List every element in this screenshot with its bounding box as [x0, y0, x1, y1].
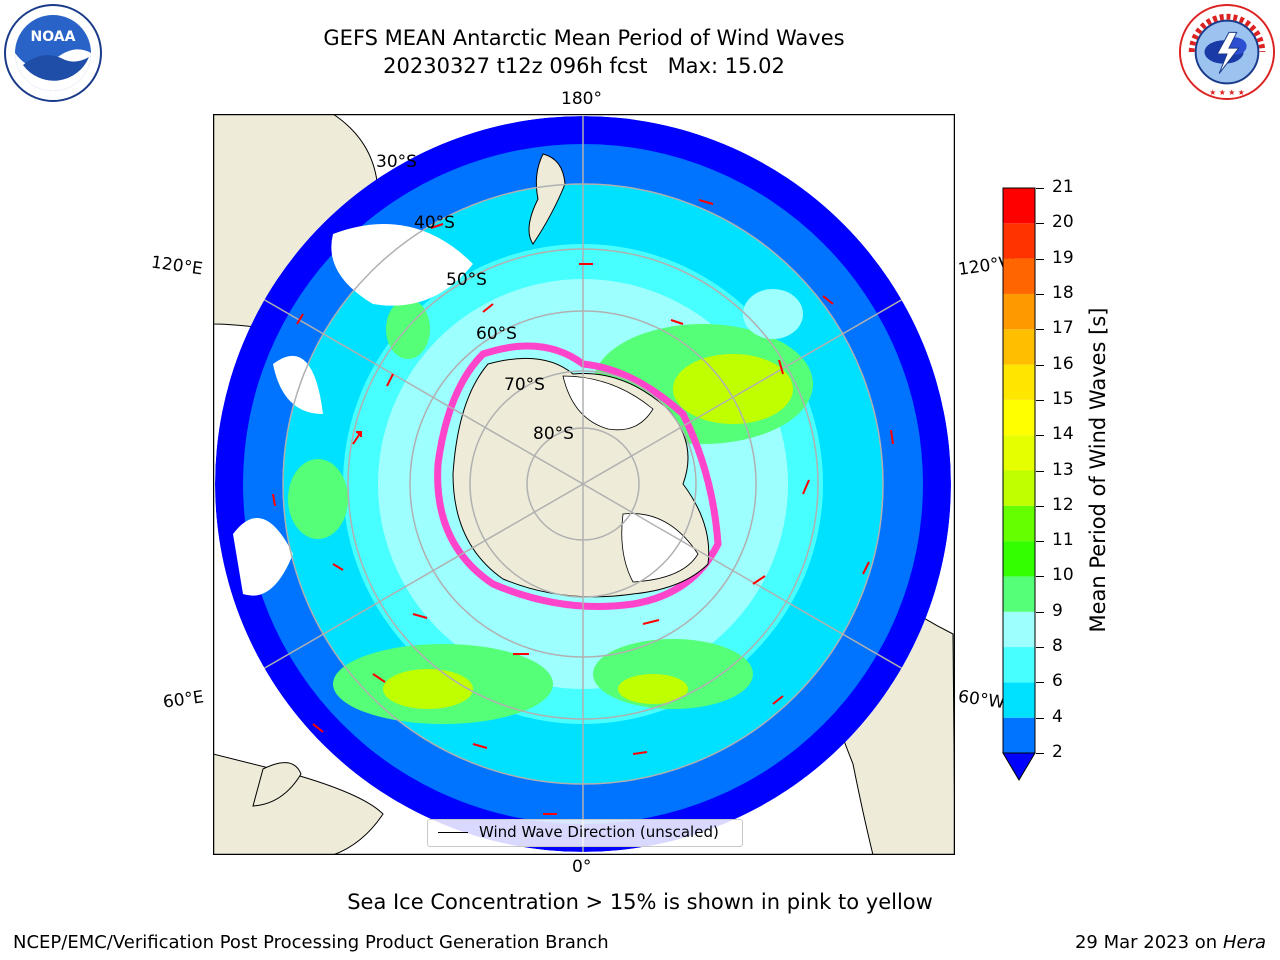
graticule [215, 116, 951, 852]
lat-label-40s: 40°S [414, 213, 455, 233]
plot-subtitle: 20230327 t12z 096h fcst Max: 15.02 [383, 54, 785, 78]
colorbar-tick-mark [1036, 611, 1044, 613]
colorbar-tick-label: 6 [1052, 671, 1063, 692]
wind-arrows [272, 199, 894, 815]
lon-label-0: 0° [572, 857, 592, 877]
lon-label-120e: 120°E [149, 252, 204, 280]
colorbar-title: Mean Period of Wind Waves [s] [1086, 307, 1110, 633]
colorbar-tick-mark [1036, 364, 1044, 366]
lat-label-50s: 50°S [446, 270, 487, 290]
lat-label-60s: 60°S [476, 324, 517, 344]
colorbar-tick-label: 9 [1052, 600, 1063, 621]
noaa-logo: NOAA [4, 4, 102, 102]
lon-label-60e: 60°E [161, 687, 206, 713]
polar-map [213, 114, 955, 855]
colorbar-tick-mark [1036, 682, 1044, 684]
colorbar-tick-mark [1036, 258, 1044, 260]
colorbar-under-triangle [1002, 752, 1036, 781]
colorbar-tick-mark [1036, 576, 1044, 578]
colorbar-segment [1003, 223, 1035, 259]
colorbar [1002, 187, 1036, 781]
colorbar-segment [1003, 399, 1035, 436]
svg-text:★ ★ ★ ★: ★ ★ ★ ★ [1209, 88, 1245, 97]
colorbar-tick-label: 14 [1052, 424, 1074, 445]
colorbar-segment [1003, 505, 1035, 542]
colorbar-segment [1003, 576, 1035, 612]
colorbar-tick-label: 2 [1052, 742, 1063, 762]
colorbar-tick-label: 4 [1052, 706, 1063, 727]
plot-title: GEFS MEAN Antarctic Mean Period of Wind … [323, 26, 845, 50]
colorbar-tick-mark [1036, 647, 1044, 649]
colorbar-tick-label: 16 [1052, 353, 1074, 374]
colorbar-segment [1003, 470, 1035, 506]
colorbar-tick-label: 10 [1052, 565, 1074, 586]
colorbar-tick-mark [1036, 753, 1044, 754]
ice-shelf-weddell [621, 513, 699, 583]
colorbar-segment [1003, 293, 1035, 330]
lat-label-70s: 70°S [504, 375, 545, 395]
ice-shelf-ross [562, 375, 654, 431]
lat-label-30s: 30°S [376, 152, 417, 172]
colorbar-segment [1003, 329, 1035, 365]
land-africa [213, 753, 384, 855]
colorbar-tick-label: 18 [1052, 282, 1074, 303]
credit-date: 29 Mar 2023 on Hera [1075, 932, 1266, 953]
colorbar-tick-label: 15 [1052, 388, 1074, 409]
colorbar-tick-mark [1036, 223, 1044, 225]
colorbar-tick-mark [1036, 329, 1044, 331]
legend-label: Wind Wave Direction (unscaled) [479, 823, 719, 841]
credit-date-text: 29 Mar 2023 on [1074, 932, 1218, 953]
lon-label-180: 180° [561, 89, 602, 109]
colorbar-tick-label: 19 [1052, 247, 1074, 268]
credit-machine: Hera [1222, 932, 1266, 953]
colorbar-segment [1003, 611, 1035, 648]
colorbar-segment [1003, 364, 1035, 400]
lon-label-60w: 60°W [956, 686, 1007, 714]
land-new-zealand [528, 153, 566, 245]
map-legend: Wind Wave Direction (unscaled) [427, 819, 743, 847]
colorbar-segment [1003, 258, 1035, 294]
colorbar-tick-mark [1036, 188, 1044, 189]
colorbar-segment [1003, 647, 1035, 683]
credit-branch: NCEP/EMC/Verification Post Processing Pr… [13, 932, 609, 953]
lat-label-80s: 80°S [533, 424, 574, 444]
colorbar-tick-mark [1036, 470, 1044, 472]
colorbar-tick-label: 20 [1052, 212, 1074, 233]
colorbar-tick-mark [1036, 717, 1044, 719]
colorbar-tick-mark [1036, 399, 1044, 401]
noaa-logo-text: NOAA [31, 29, 76, 45]
colorbar-tick-label: 17 [1052, 318, 1074, 339]
sea-ice-edge [434, 342, 722, 610]
colorbar-segment [1003, 435, 1035, 471]
colorbar-segment [1003, 682, 1035, 718]
legend-line-swatch [438, 832, 468, 833]
nws-logo: ★ ★ ★ ★ [1178, 3, 1276, 101]
colorbar-segment [1003, 541, 1035, 577]
colorbar-tick-mark [1036, 293, 1044, 295]
colorbar-tick-mark [1036, 435, 1044, 437]
colorbar-tick-label: 21 [1052, 177, 1074, 197]
colorbar-tick-label: 13 [1052, 459, 1074, 480]
land-madagascar [252, 762, 302, 807]
colorbar-tick-label: 8 [1052, 636, 1063, 657]
colorbar-tick-mark [1036, 541, 1044, 543]
colorbar-segment [1003, 188, 1035, 224]
colorbar-tick-label: 11 [1052, 530, 1074, 551]
colorbar-segment [1003, 717, 1035, 753]
colorbar-tick-mark [1036, 505, 1044, 507]
colorbar-tick-label: 12 [1052, 494, 1074, 515]
sea-ice-note: Sea Ice Concentration > 15% is shown in … [347, 890, 933, 914]
